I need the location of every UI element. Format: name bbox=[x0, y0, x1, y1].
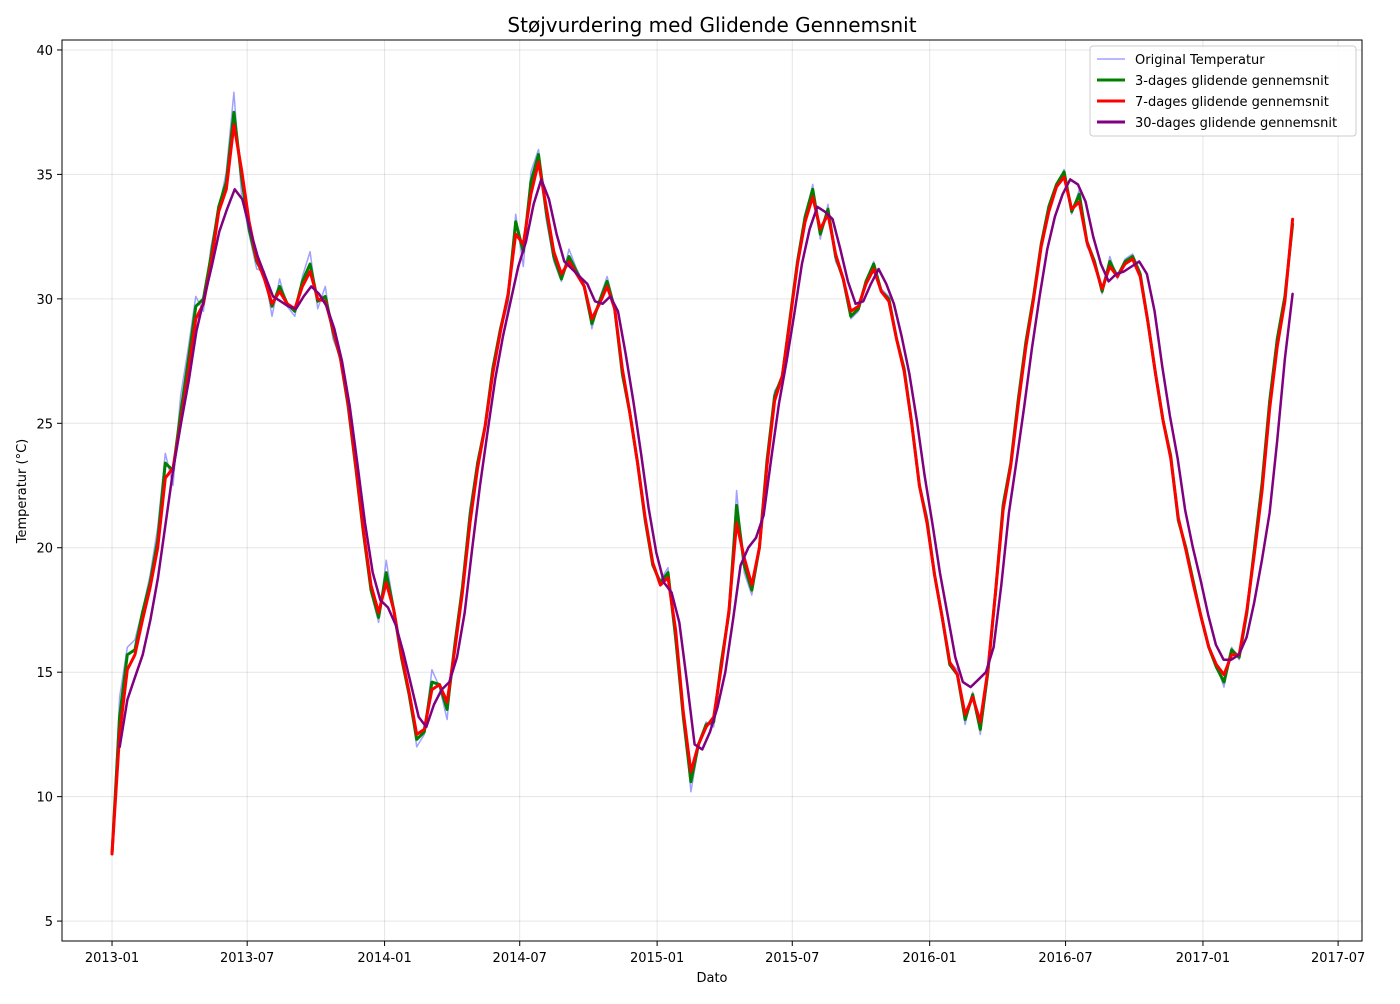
x-tick-label: 2016-07 bbox=[1038, 951, 1092, 966]
y-tick-label: 20 bbox=[36, 542, 53, 557]
x-tick-label: 2015-07 bbox=[765, 951, 819, 966]
x-tick-label: 2015-01 bbox=[630, 951, 684, 966]
y-tick-label: 15 bbox=[36, 666, 53, 681]
y-tick-label: 5 bbox=[45, 915, 53, 930]
y-tick-label: 35 bbox=[36, 168, 53, 183]
axes-ticks: 2013-01 2013-07 2014-01 2014-07 2015-01 2015-… bbox=[36, 44, 1365, 966]
legend-label-original: Original Temperatur bbox=[1135, 53, 1265, 68]
x-tick-label: 2013-01 bbox=[85, 951, 139, 966]
legend-label-30day: 30-dages glidende gennemsnit bbox=[1135, 116, 1337, 131]
legend-box bbox=[1089, 45, 1357, 137]
x-tick-label: 2017-07 bbox=[1311, 951, 1365, 966]
series-line-30day bbox=[118, 178, 1294, 751]
y-tick-label: 40 bbox=[36, 44, 53, 59]
series-lines bbox=[110, 91, 1295, 856]
x-tick-label: 2016-01 bbox=[902, 951, 956, 966]
y-tick-label: 30 bbox=[36, 293, 53, 308]
x-axis-title: Dato bbox=[696, 971, 727, 986]
grid bbox=[62, 40, 1362, 941]
legend: Original Temperatur 3-dages glidende gen… bbox=[1089, 45, 1357, 137]
y-tick-label: 10 bbox=[36, 791, 53, 806]
x-tick-label: 2013-07 bbox=[220, 951, 274, 966]
plot-frame bbox=[61, 39, 1363, 942]
y-axis-title: Temperatur (°C) bbox=[15, 439, 30, 545]
series-line-7day bbox=[110, 123, 1295, 856]
chart-title: Støjvurdering med Glidende Gennemsnit bbox=[507, 13, 916, 37]
x-tick-label: 2017-01 bbox=[1176, 951, 1230, 966]
legend-label-3day: 3-dages glidende gennemsnit bbox=[1135, 74, 1329, 89]
legend-label-7day: 7-dages glidende gennemsnit bbox=[1135, 95, 1329, 110]
y-tick-label: 25 bbox=[36, 417, 53, 432]
x-tick-label: 2014-01 bbox=[357, 951, 411, 966]
x-tick-label: 2014-07 bbox=[493, 951, 547, 966]
